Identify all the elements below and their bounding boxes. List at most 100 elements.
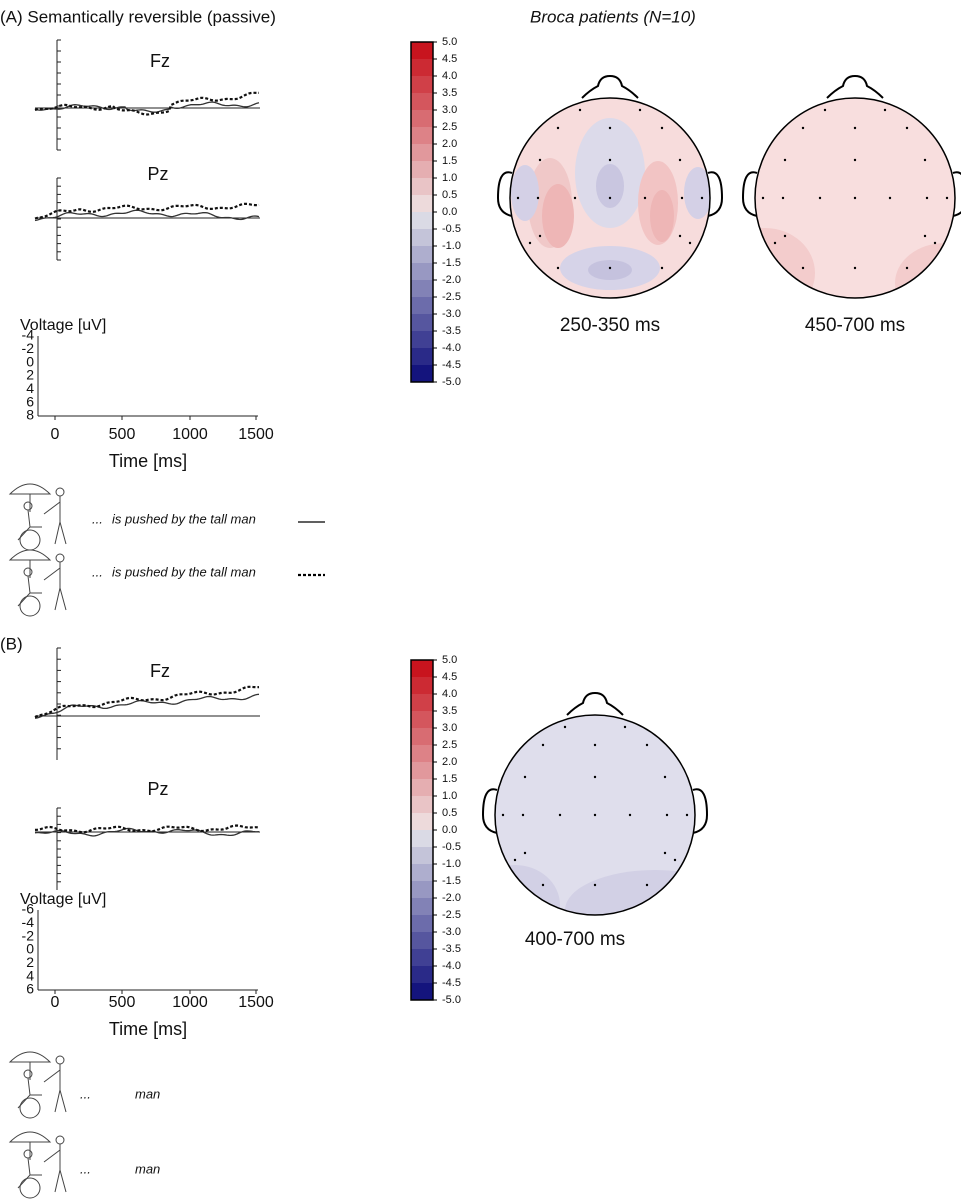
dots: ...: [92, 511, 103, 526]
colorbar-tick-label: 4.5: [442, 53, 457, 65]
colorbar-segment: [411, 694, 433, 712]
colorbar-tick-label: -3.0: [442, 308, 461, 320]
x-tick-label: 0: [51, 426, 60, 443]
colorbar-tick-label: 2.0: [442, 756, 457, 768]
colorbar-segment: [411, 796, 433, 814]
electrode: [802, 267, 804, 269]
electrode: [854, 159, 856, 161]
dots: ...: [80, 1086, 91, 1101]
colorbar-segment: [411, 966, 433, 984]
electrode: [537, 197, 539, 199]
colorbar-segment: [411, 932, 433, 950]
x-tick-label: 500: [109, 426, 136, 443]
colorbar-tick-label: 4.0: [442, 688, 457, 700]
electrode: [906, 127, 908, 129]
electrode: [854, 127, 856, 129]
electrode: [502, 814, 504, 816]
umbrella: [10, 1052, 50, 1080]
colorbar-segment: [411, 280, 433, 298]
electrode: [594, 884, 596, 886]
x-tick-label: 1500: [238, 426, 274, 443]
colorbar-segment: [411, 830, 433, 848]
electrode: [524, 852, 526, 854]
electrode: [926, 197, 928, 199]
dots: ...: [92, 564, 103, 579]
colorbar-tick-label: 0.0: [442, 206, 457, 218]
colorbar-segment: [411, 161, 433, 179]
colorbar-segment: [411, 898, 433, 916]
head: [24, 568, 32, 576]
panel-title: (B): [0, 634, 23, 653]
electrode: [666, 814, 668, 816]
electrode: [539, 159, 541, 161]
umbrella: [10, 484, 50, 512]
electrode: [701, 197, 703, 199]
channel-label: Fz: [150, 51, 170, 71]
colorbar-tick-label: -2.0: [442, 892, 461, 904]
colorbar-segment: [411, 144, 433, 162]
map-region: [588, 260, 632, 280]
electrode: [624, 726, 626, 728]
electrode: [661, 127, 663, 129]
electrode: [762, 197, 764, 199]
colorbar-tick-label: -4.0: [442, 960, 461, 972]
electrode: [802, 127, 804, 129]
y-tick-label: 6: [26, 981, 34, 997]
electrode: [517, 197, 519, 199]
electrode: [884, 109, 886, 111]
x-tick-label: 500: [109, 994, 136, 1011]
x-axis-label: Time [ms]: [109, 1019, 187, 1039]
colorbar-tick-label: -2.5: [442, 291, 461, 303]
colorbar-segment: [411, 178, 433, 196]
electrode: [686, 814, 688, 816]
y-tick-label: 8: [26, 407, 34, 423]
colorbar-segment: [411, 881, 433, 899]
picture: [10, 1052, 66, 1118]
topomap: [715, 98, 961, 323]
colorbar-segment: [411, 127, 433, 145]
wheel: [20, 1098, 40, 1118]
head: [24, 1150, 32, 1158]
colorbar-segment: [411, 365, 433, 383]
electrode: [574, 197, 576, 199]
colorbar-tick-label: -1.5: [442, 875, 461, 887]
electrode: [664, 852, 666, 854]
map-region: [596, 164, 624, 208]
colorbar-tick-label: 1.0: [442, 790, 457, 802]
electrode: [784, 159, 786, 161]
wheel: [20, 1178, 40, 1198]
colorbar-tick-label: 2.5: [442, 739, 457, 751]
electrode: [557, 127, 559, 129]
colorbar-tick-label: 3.5: [442, 87, 457, 99]
map-region: [650, 190, 674, 242]
colorbar-segment: [411, 229, 433, 247]
colorbar-tick-label: 3.0: [442, 104, 457, 116]
electrode: [854, 197, 856, 199]
colorbar-segment: [411, 762, 433, 780]
colorbar-segment: [411, 93, 433, 111]
page: { "panel_a": { "title": "(A) Semanticall…: [0, 0, 961, 1199]
colorbar-tick-label: 0.5: [442, 807, 457, 819]
colorbar-tick-label: -3.5: [442, 943, 461, 955]
nose: [827, 76, 883, 98]
colorbar-tick-label: 5.0: [442, 36, 457, 48]
colorbar-tick-label: 1.5: [442, 773, 457, 785]
erp-dotted: [35, 204, 259, 219]
electrode: [522, 814, 524, 816]
colorbar-tick-label: -5.0: [442, 376, 461, 388]
x-axis-label: Time [ms]: [109, 451, 187, 471]
colorbar-tick-label: 4.0: [442, 70, 457, 82]
map-region: [511, 165, 539, 221]
electrode: [594, 814, 596, 816]
channel-label: Fz: [150, 661, 170, 681]
colorbar-tick-label: 0.0: [442, 824, 457, 836]
colorbar-tick-label: 1.0: [442, 172, 457, 184]
colorbar-tick-label: -0.5: [442, 223, 461, 235]
electrode: [819, 197, 821, 199]
colorbar-tick-label: -3.0: [442, 926, 461, 938]
electrode: [559, 814, 561, 816]
map-region: [542, 184, 574, 248]
electrode: [774, 242, 776, 244]
electrode: [782, 197, 784, 199]
electrode: [824, 109, 826, 111]
